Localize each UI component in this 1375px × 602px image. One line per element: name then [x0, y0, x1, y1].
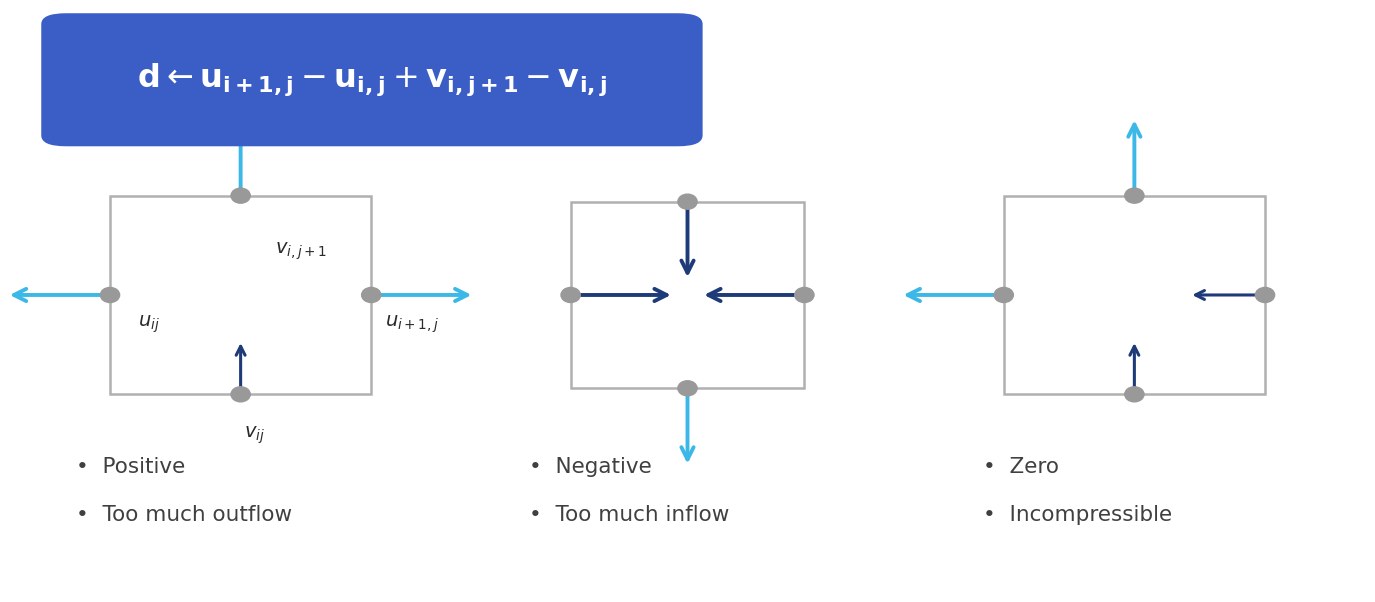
Text: $v_{ij}$: $v_{ij}$ — [243, 424, 265, 446]
Text: $v_{i,j+1}$: $v_{i,j+1}$ — [275, 240, 327, 262]
Bar — [571, 202, 804, 388]
Ellipse shape — [1125, 188, 1144, 203]
Text: •  Zero: • Zero — [983, 456, 1059, 477]
Text: •  Negative: • Negative — [529, 456, 652, 477]
Ellipse shape — [795, 288, 814, 302]
Ellipse shape — [1125, 386, 1144, 402]
Text: $\mathit{\mathbf{d}} \leftarrow \mathit{\mathbf{u}}_{\mathit{\mathbf{i+1,j}}} - : $\mathit{\mathbf{d}} \leftarrow \mathit{… — [136, 61, 608, 98]
FancyBboxPatch shape — [41, 13, 703, 146]
Ellipse shape — [678, 381, 697, 396]
Text: •  Too much inflow: • Too much inflow — [529, 504, 730, 525]
Ellipse shape — [678, 194, 697, 209]
Ellipse shape — [231, 188, 250, 203]
Text: •  Positive: • Positive — [76, 456, 184, 477]
Text: $u_{i+1,j}$: $u_{i+1,j}$ — [385, 313, 440, 335]
Ellipse shape — [362, 288, 381, 302]
Bar — [110, 196, 371, 394]
Ellipse shape — [994, 288, 1013, 302]
Text: •  Too much outflow: • Too much outflow — [76, 504, 292, 525]
Ellipse shape — [100, 288, 120, 302]
Ellipse shape — [1255, 288, 1275, 302]
Ellipse shape — [231, 386, 250, 402]
Text: •  Incompressible: • Incompressible — [983, 504, 1173, 525]
Ellipse shape — [561, 288, 580, 302]
Text: $u_{ij}$: $u_{ij}$ — [138, 313, 160, 335]
Bar — [1004, 196, 1265, 394]
